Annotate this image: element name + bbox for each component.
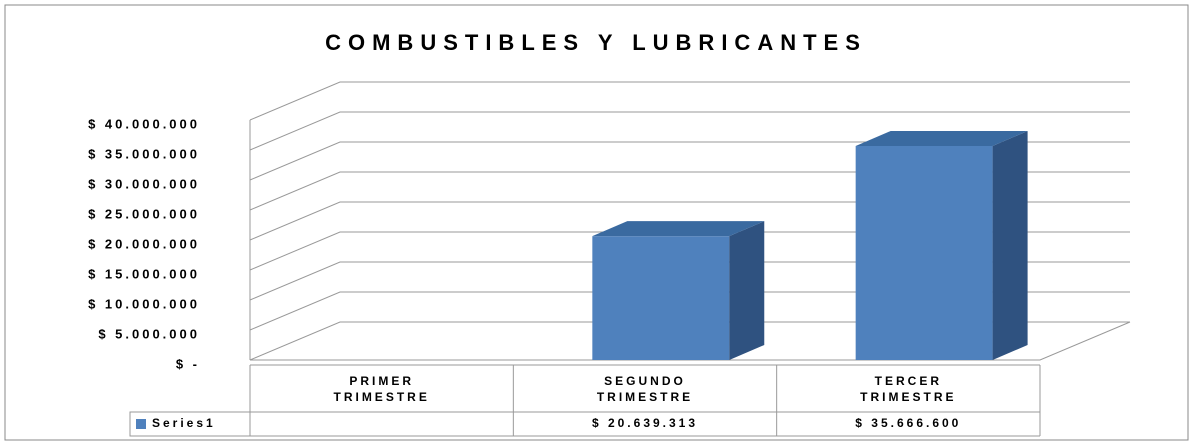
chart-title: COMBUSTIBLES Y LUBRICANTES <box>325 30 867 55</box>
y-tick-label: $ 10.000.000 <box>88 296 200 311</box>
bar-front <box>855 146 993 360</box>
bar-top <box>855 131 1028 147</box>
legend-swatch <box>136 419 146 429</box>
x-tick-label: PRIMER TRIMESTRE <box>333 374 429 404</box>
bar-side <box>992 131 1028 360</box>
floor <box>250 321 1131 361</box>
y-tick-label: $ 5.000.000 <box>98 326 200 341</box>
x-tick-label: TERCER TRIMESTRE <box>860 374 956 404</box>
data-label: $ 20.639.313 <box>592 416 698 430</box>
data-label: $ 35.666.600 <box>855 416 961 430</box>
bar-side <box>729 221 765 360</box>
y-tick-label: $ 30.000.000 <box>88 176 200 191</box>
y-tick-label: $ 35.000.000 <box>88 146 200 161</box>
bar-front <box>592 236 730 360</box>
y-tick-label: $ 40.000.000 <box>88 116 200 131</box>
y-tick-label: $ 15.000.000 <box>88 266 200 281</box>
legend-label: Series1 <box>152 416 216 430</box>
bar-top <box>592 221 765 237</box>
y-tick-label: $ 25.000.000 <box>88 206 200 221</box>
y-tick-label: $ 20.000.000 <box>88 236 200 251</box>
x-tick-label: SEGUNDO TRIMESTRE <box>597 374 693 404</box>
y-tick-label: $ - <box>176 356 200 371</box>
grid-line <box>249 81 1130 121</box>
grid-line <box>249 111 1130 151</box>
